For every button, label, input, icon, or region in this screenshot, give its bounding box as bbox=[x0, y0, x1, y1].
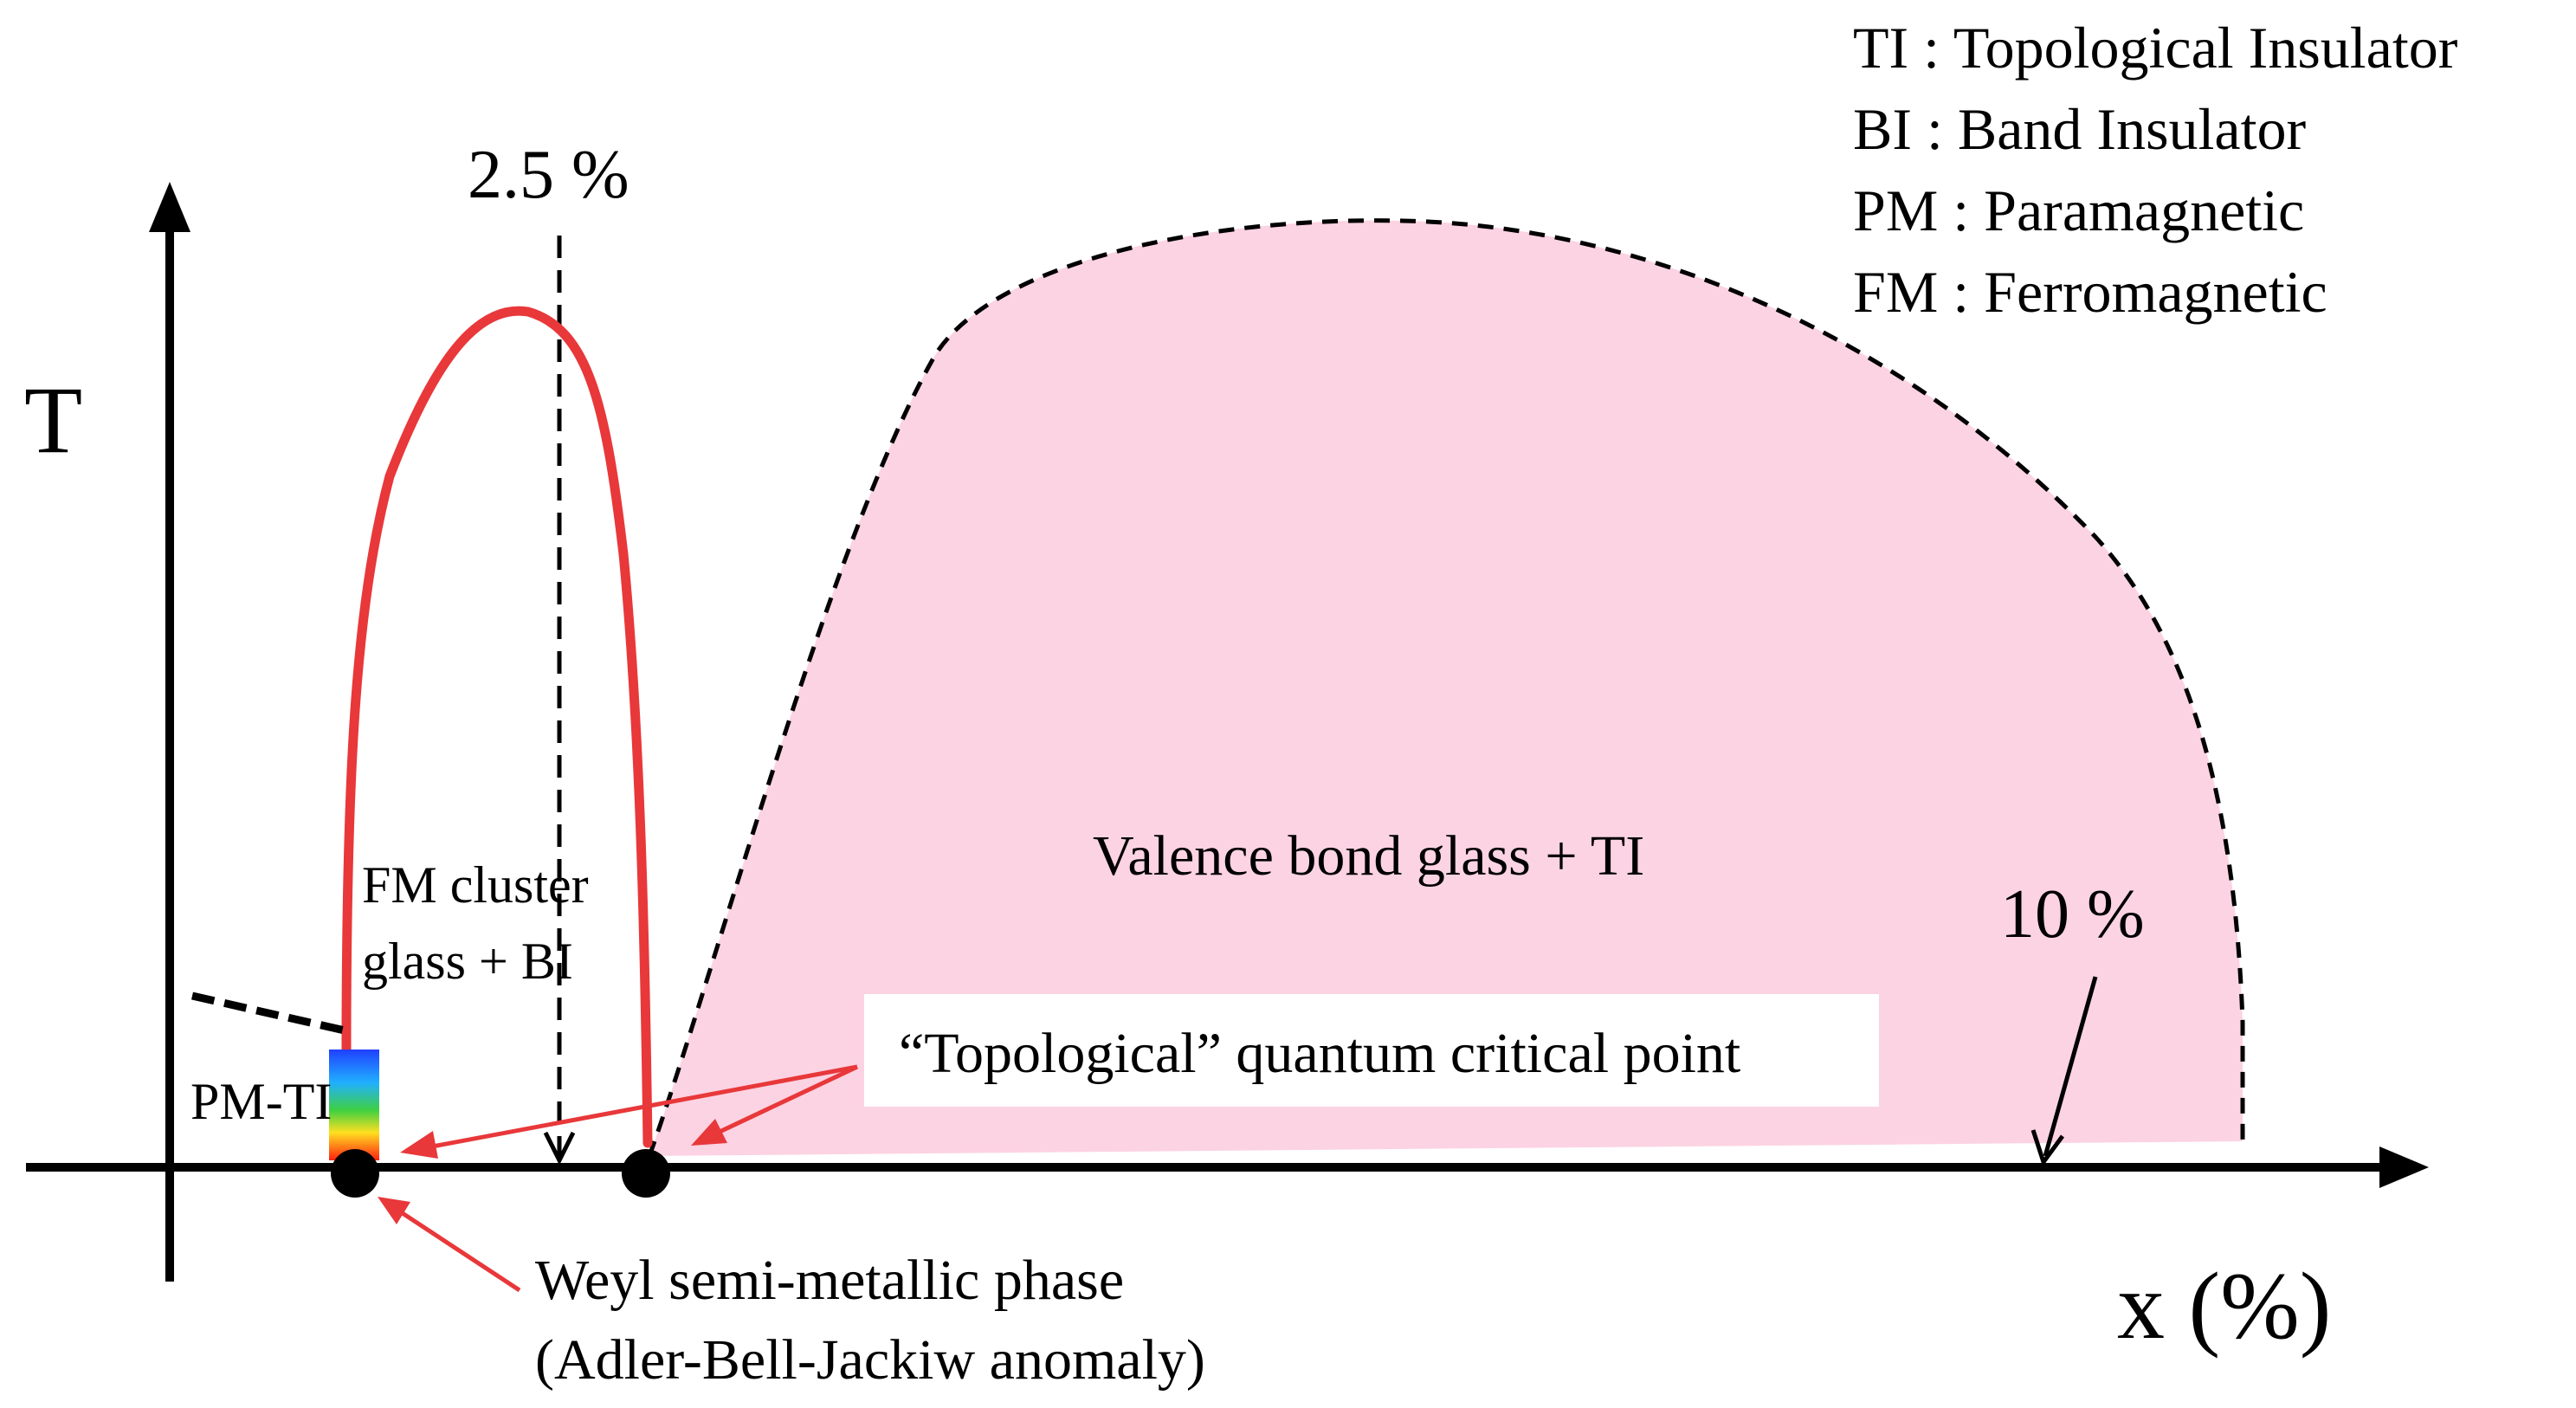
legend-item-pm: PM : Paramagnetic bbox=[1853, 178, 2304, 243]
fm-cluster-boundary bbox=[341, 306, 653, 1148]
x-axis-label: x (%) bbox=[2117, 1253, 2331, 1359]
weyl-label-line2: (Adler-Bell-Jackiw anomaly) bbox=[535, 1328, 1205, 1392]
fm-critical-point-dot bbox=[622, 1149, 670, 1198]
fm-cluster-label-line2: glass + BI bbox=[362, 933, 573, 990]
marker-arrow-10-line bbox=[2043, 976, 2098, 1157]
qcp-arrow-right bbox=[701, 1064, 859, 1142]
qcp-label-box bbox=[864, 994, 1879, 1107]
valence-bond-glass-boundary bbox=[647, 218, 2245, 1157]
weyl-arrowhead bbox=[378, 1197, 410, 1224]
legend-item-fm: FM : Ferromagnetic bbox=[1853, 259, 2327, 325]
valence-bond-glass-label: Valence bond glass + TI bbox=[1093, 824, 1644, 888]
qcp-arrowhead-left bbox=[400, 1131, 438, 1159]
pm-ti-gradient-box bbox=[329, 1050, 379, 1160]
marker-arrowhead-10 bbox=[2030, 1129, 2065, 1167]
qcp-label: “Topological” quantum critical point bbox=[899, 1022, 1740, 1085]
qcp-arrow-left bbox=[413, 1064, 858, 1153]
y-axis-arrowhead bbox=[149, 182, 190, 232]
legend-item-bi: BI : Band Insulator bbox=[1853, 96, 2307, 162]
fm-cluster-label-line1: FM cluster bbox=[362, 856, 589, 914]
qcp-arrowhead-right bbox=[691, 1119, 727, 1146]
weyl-critical-point-dot bbox=[331, 1149, 379, 1198]
pm-ti-label: PM-TI bbox=[190, 1073, 332, 1130]
x-axis-arrowhead bbox=[2379, 1146, 2429, 1188]
y-axis-label: T bbox=[24, 367, 82, 473]
marker-label-10: 10 % bbox=[2000, 876, 2145, 953]
legend-item-ti: TI : Topological Insulator bbox=[1853, 15, 2458, 81]
marker-label-2p5: 2.5 % bbox=[468, 137, 629, 213]
weyl-arrow bbox=[386, 1201, 521, 1293]
valence-bond-glass-region bbox=[649, 220, 2243, 1157]
marker-arrowhead-2p5 bbox=[543, 1131, 576, 1166]
weyl-label-line1: Weyl semi-metallic phase bbox=[535, 1249, 1124, 1312]
pm-ti-dashed-boundary bbox=[191, 991, 345, 1035]
